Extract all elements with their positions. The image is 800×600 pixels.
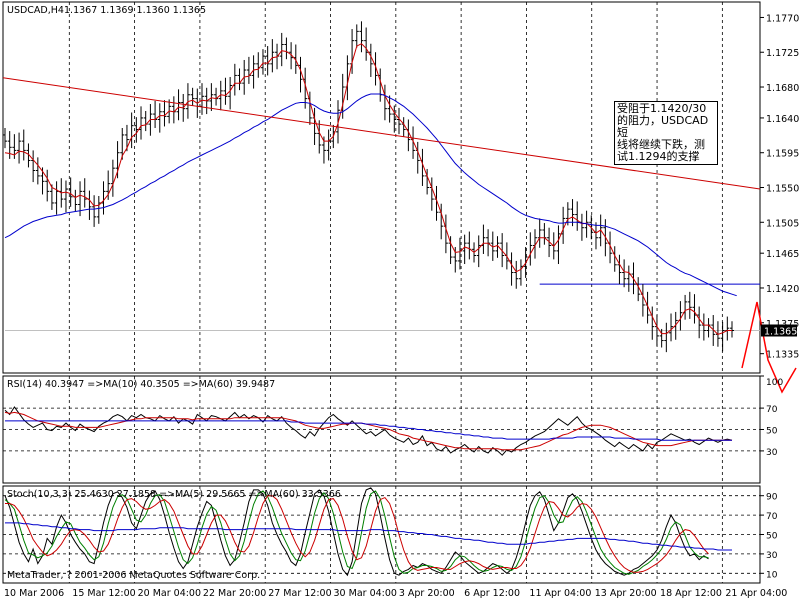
rsi-label: RSI(14) 40.3947 =>MA(10) 40.3505 =>MA(60… [7,379,275,390]
annotation-line: 试1.1294的支撑 [617,150,700,163]
slow-ma-line [4,93,737,297]
fast-ma-line [4,43,732,335]
x-tick-label: 21 Apr 04:00 [725,588,787,599]
stoch-line [4,490,709,575]
x-tick-label: 6 Apr 12:00 [464,588,520,599]
trendline [2,77,761,190]
symbol-label: USDCAD,H4 [7,5,64,16]
y-tick-label: 1.1725 [766,48,799,59]
y-tick-label: 1.1680 [766,83,799,94]
y-tick-label: 1.1465 [766,249,799,260]
x-tick-label: 27 Mar 12:00 [268,588,331,599]
y-tick-label: 50 [766,532,778,542]
last-price-label: 1.1365 [764,326,797,337]
y-tick-label: 1.1375 [766,319,799,330]
y-tick-label: 1.1595 [766,149,799,160]
y-tick-label: 30 [766,448,778,458]
stoch-label: Stoch(10,3,3) 25.4630 27.1858 =>MA(5) 29… [7,489,341,500]
annotation-line: 的阻力，USDCAD短 [617,114,709,139]
annotation-line: 线将继续下跌，测 [617,138,705,151]
ohlc-readout: 1.1367 1.1369 1.1360 1.1365 [64,5,206,16]
rsi-line [4,406,733,456]
y-tick-label: 1.1550 [766,184,799,195]
y-tick-label: 50 [766,427,778,437]
stoch-line [4,487,709,577]
y-tick-label: 10 [766,570,778,580]
x-tick-label: 11 Apr 04:00 [529,588,591,599]
analysis-annotation: 受阻于1.1420/30 的阻力，USDCAD短 线将继续下跌，测 试1.129… [614,101,718,165]
y-tick-label: 1.1640 [766,114,799,125]
x-tick-label: 22 Mar 20:00 [203,588,266,599]
y-tick-label: 30 [766,551,778,561]
y-tick-label: 100 [766,378,783,388]
x-tick-label: 10 Mar 2006 [4,588,64,599]
annotation-line: 受阻于1.1420/30 [617,102,707,115]
y-tick-label: 1.1420 [766,284,799,295]
x-tick-label: 13 Apr 20:00 [595,588,657,599]
last-price-box [761,324,797,337]
y-tick-label: 70 [766,512,778,522]
stoch-line [5,495,709,573]
copyright-watermark: MetaTrader, ? 2001-2006 MetaQuotes Softw… [7,570,260,581]
y-tick-label: 1.1335 [766,350,799,361]
x-tick-label: 18 Apr 12:00 [660,588,722,599]
y-tick-label: 90 [766,493,778,503]
x-tick-label: 3 Apr 20:00 [399,588,455,599]
projection-arrow [741,301,797,394]
x-tick-label: 30 Mar 04:00 [334,588,397,599]
panel-frame-price [2,1,761,374]
x-tick-label: 15 Mar 12:00 [72,588,135,599]
rsi-line [5,420,732,441]
stoch-line [5,522,732,551]
y-tick-label: 70 [766,405,778,415]
y-tick-label: 1.1505 [766,218,799,229]
y-tick-label: 1.1770 [766,13,799,24]
x-tick-label: 20 Mar 04:00 [138,588,201,599]
